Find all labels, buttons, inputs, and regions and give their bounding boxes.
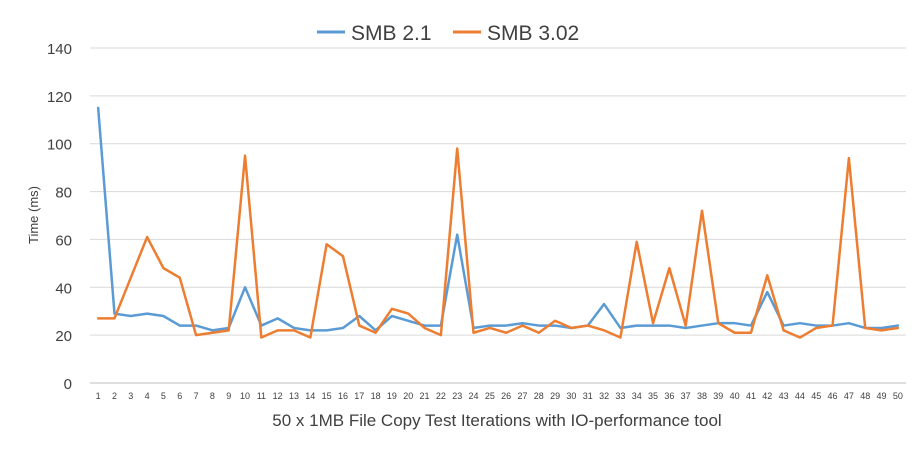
x-tick-label: 21: [420, 391, 430, 401]
x-tick-label: 44: [795, 391, 805, 401]
x-tick-label: 43: [779, 391, 789, 401]
legend: SMB 2.1 SMB 3.02: [317, 22, 579, 45]
x-axis-ticks: 1 2 3 4 5 6 7 8 9 10 11 12 13 14 15 16 17 18 19 20 21 22 23 24 2…: [96, 391, 903, 401]
x-tick-label: 31: [583, 391, 593, 401]
x-tick-label: 26: [501, 391, 511, 401]
legend-label-smb-3-02: SMB 3.02: [487, 22, 579, 45]
x-tick-label: 12: [273, 391, 283, 401]
x-tick-label: 13: [289, 391, 299, 401]
y-tick-label: 120: [47, 89, 72, 106]
x-tick-label: 20: [403, 391, 413, 401]
x-tick-label: 42: [762, 391, 772, 401]
y-tick-label: 140: [47, 41, 72, 58]
x-tick-label: 32: [599, 391, 609, 401]
x-tick-label: 35: [648, 391, 658, 401]
x-tick-label: 45: [811, 391, 821, 401]
x-tick-label: 34: [632, 391, 642, 401]
x-tick-label: 3: [128, 391, 133, 401]
x-tick-label: 28: [534, 391, 544, 401]
y-tick-label: 100: [47, 137, 72, 154]
x-tick-label: 16: [338, 391, 348, 401]
y-tick-label: 0: [64, 376, 72, 393]
x-tick-label: 49: [877, 391, 887, 401]
x-tick-label: 41: [746, 391, 756, 401]
x-tick-label: 23: [452, 391, 462, 401]
x-tick-label: 46: [828, 391, 838, 401]
x-tick-label: 48: [860, 391, 870, 401]
x-tick-label: 9: [226, 391, 231, 401]
y-axis-title: Time (ms): [26, 186, 41, 244]
y-tick-label: 80: [55, 185, 72, 202]
x-tick-label: 2: [112, 391, 117, 401]
x-tick-label: 7: [194, 391, 199, 401]
x-tick-label: 30: [566, 391, 576, 401]
x-tick-label: 24: [469, 391, 479, 401]
x-tick-label: 5: [161, 391, 166, 401]
x-tick-label: 11: [257, 391, 266, 401]
series-line-smb-2-1: [96, 106, 900, 332]
legend-label-smb-2-1: SMB 2.1: [351, 22, 432, 45]
x-tick-label: 27: [517, 391, 527, 401]
gridlines: [90, 47, 906, 384]
x-tick-label: 14: [305, 391, 315, 401]
x-tick-label: 29: [550, 391, 560, 401]
y-tick-label: 60: [55, 232, 72, 249]
x-tick-label: 39: [713, 391, 723, 401]
x-tick-label: 15: [322, 391, 332, 401]
x-tick-label: 38: [697, 391, 707, 401]
x-tick-label: 47: [844, 391, 854, 401]
y-tick-label: 20: [55, 328, 72, 345]
x-tick-label: 50: [893, 391, 903, 401]
x-tick-label: 22: [436, 391, 446, 401]
x-tick-label: 33: [615, 391, 625, 401]
x-tick-label: 37: [681, 391, 691, 401]
x-tick-label: 4: [145, 391, 150, 401]
x-tick-label: 1: [96, 391, 101, 401]
x-tick-label: 19: [387, 391, 397, 401]
series-lines: [96, 106, 900, 339]
x-tick-label: 17: [354, 391, 364, 401]
y-axis-ticks: 0 20 40 60 80 100 120 140: [47, 41, 72, 393]
y-tick-label: 40: [55, 280, 72, 297]
x-tick-label: 8: [210, 391, 215, 401]
x-tick-label: 40: [730, 391, 740, 401]
x-tick-label: 10: [240, 391, 250, 401]
x-tick-label: 6: [177, 391, 182, 401]
x-tick-label: 36: [664, 391, 674, 401]
x-tick-label: 18: [371, 391, 381, 401]
series-line-smb-3-02: [96, 147, 900, 339]
x-axis-title: 50 x 1MB File Copy Test Iterations with …: [272, 411, 721, 430]
x-tick-label: 25: [485, 391, 495, 401]
